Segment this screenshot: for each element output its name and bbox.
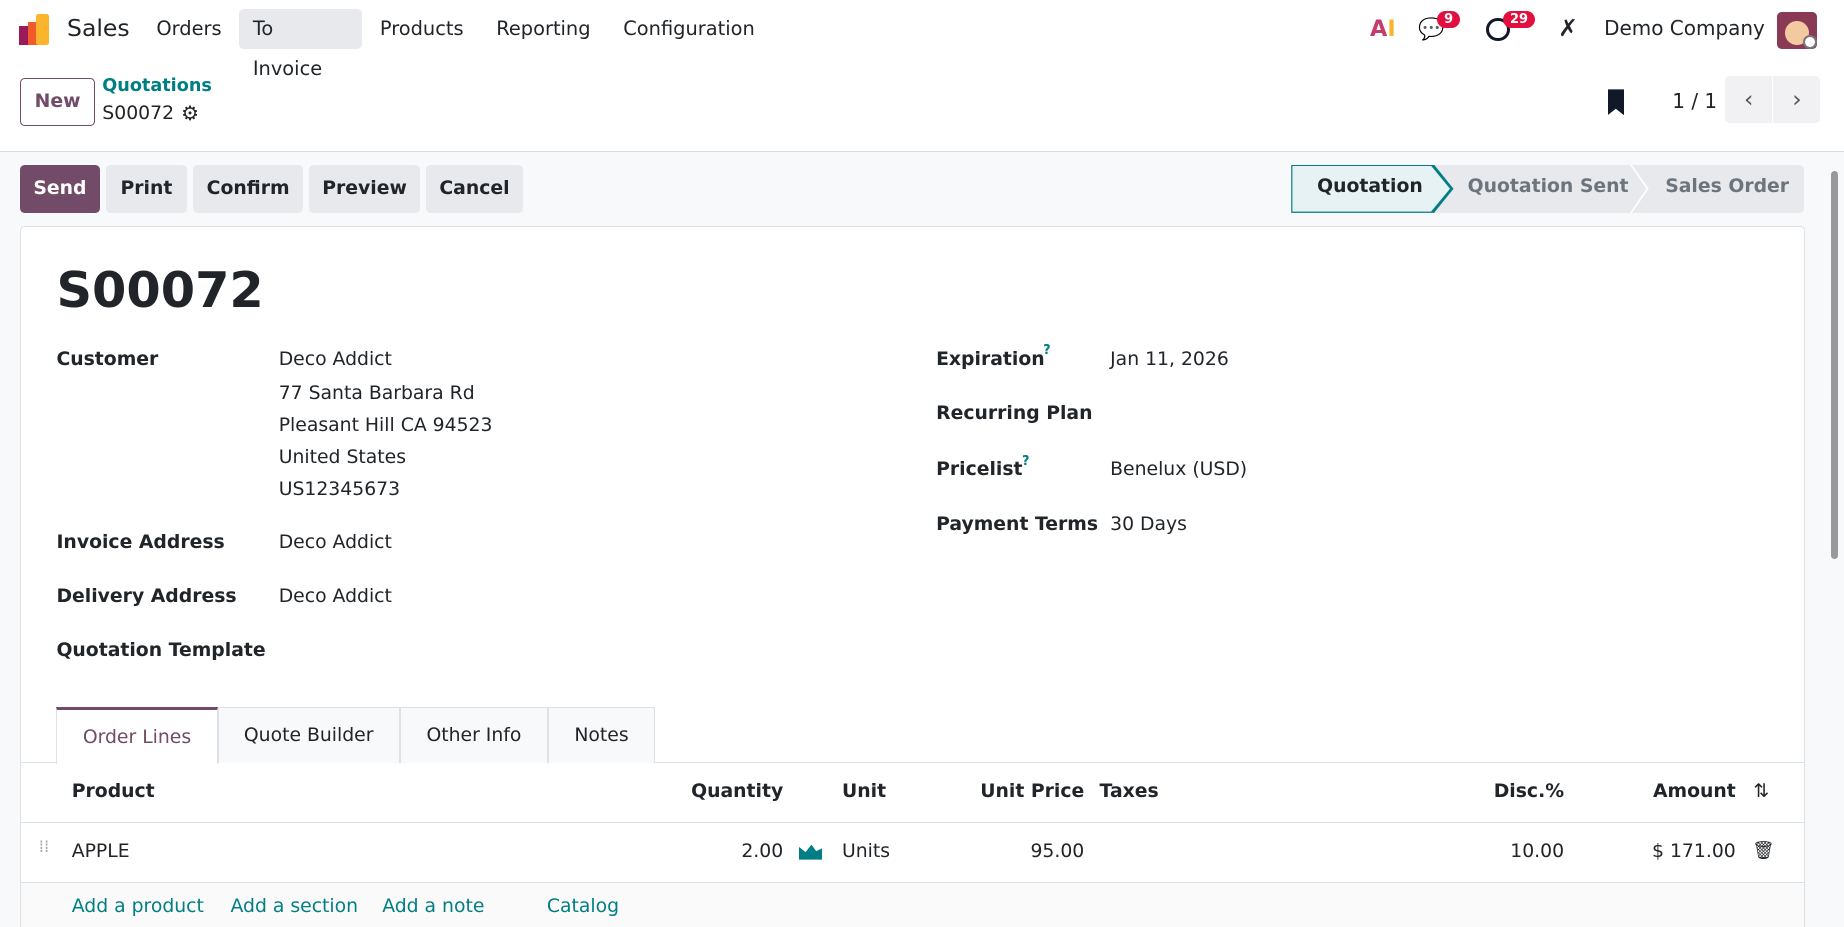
drag-handle-icon[interactable]: ⁞⁞ <box>38 837 50 856</box>
bookmark-icon[interactable] <box>1607 89 1625 116</box>
recurring-plan-label: Recurring Plan <box>936 403 1093 425</box>
sales-app-logo-icon[interactable] <box>18 14 52 47</box>
cell-product[interactable]: APPLE <box>71 841 130 863</box>
column-taxes[interactable]: Taxes <box>1099 781 1159 803</box>
tab-quote-builder[interactable]: Quote Builder <box>217 706 400 764</box>
pager-previous-button[interactable]: ‹ <box>1725 76 1773 124</box>
menu-products[interactable]: Products <box>379 17 464 41</box>
cancel-button[interactable]: Cancel <box>425 164 524 213</box>
payment-terms-field[interactable]: 30 Days <box>1110 513 1187 535</box>
cell-discount[interactable]: 10.00 <box>1510 841 1565 863</box>
form-sheet <box>19 225 1806 927</box>
row-divider <box>19 882 1806 884</box>
add-section-link[interactable]: Add a section <box>230 896 359 918</box>
cell-quantity[interactable]: 2.00 <box>741 841 784 863</box>
customer-street: 77 Santa Barbara Rd <box>278 383 475 405</box>
stage-quotation-sent[interactable]: Quotation Sent <box>1467 176 1629 198</box>
header-divider <box>19 822 1806 824</box>
user-avatar[interactable] <box>1776 11 1817 50</box>
menu-to-invoice[interactable]: To Invoice <box>238 9 363 80</box>
activities-clock-icon[interactable] <box>1486 17 1510 42</box>
tab-notes[interactable]: Notes <box>548 706 656 764</box>
top-navbar: Sales Orders To Invoice Products Reporti… <box>0 0 1844 80</box>
delete-line-trash-icon[interactable]: 🗑 <box>1752 840 1775 861</box>
pricelist-field[interactable]: Benelux (USD) <box>1110 458 1248 480</box>
column-quantity[interactable]: Quantity <box>691 781 784 803</box>
tab-other-info[interactable]: Other Info <box>399 706 548 764</box>
send-button[interactable]: Send <box>19 164 100 213</box>
quotation-template-label: Quotation Template <box>56 639 266 661</box>
delivery-address-label: Delivery Address <box>56 585 237 607</box>
expiration-field[interactable]: Jan 11, 2026 <box>1110 349 1229 371</box>
record-title: S00072 <box>56 261 264 320</box>
invoice-address-field[interactable]: Deco Addict <box>278 531 392 553</box>
activities-badge: 29 <box>1502 10 1535 28</box>
menu-configuration[interactable]: Configuration <box>623 17 755 41</box>
table-row[interactable]: ⁞⁞ <box>20 823 1805 882</box>
tabs-divider <box>19 762 1806 764</box>
column-discount[interactable]: Disc.% <box>1493 781 1565 803</box>
catalog-link[interactable]: Catalog <box>546 896 620 918</box>
add-line-area <box>21 883 1804 927</box>
customer-label: Customer <box>56 349 159 371</box>
cell-unit-price[interactable]: 95.00 <box>1030 841 1085 863</box>
stage-quotation[interactable]: Quotation <box>1291 164 1454 213</box>
customer-vat: US12345673 <box>278 478 401 500</box>
ai-icon[interactable]: AI <box>1370 16 1396 43</box>
tab-order-lines[interactable]: Order Lines <box>56 706 218 765</box>
pager-next-button[interactable]: › <box>1773 76 1821 124</box>
expiration-help-icon[interactable]: ? <box>1043 343 1051 359</box>
scrollbar[interactable] <box>1825 151 1844 927</box>
menu-reporting[interactable]: Reporting <box>496 17 591 41</box>
cell-unit[interactable]: Units <box>842 841 891 863</box>
column-unit-price[interactable]: Unit Price <box>980 781 1085 803</box>
optional-columns-icon[interactable]: ⇅ <box>1753 780 1770 802</box>
pricelist-help-icon[interactable]: ? <box>1021 453 1030 469</box>
messages-badge: 9 <box>1437 10 1461 28</box>
column-unit[interactable]: Unit <box>842 781 887 803</box>
preview-button[interactable]: Preview <box>309 164 420 213</box>
column-product[interactable]: Product <box>71 781 155 803</box>
print-button[interactable]: Print <box>105 164 187 213</box>
column-amount[interactable]: Amount <box>1652 781 1736 803</box>
customer-name[interactable]: Deco Addict <box>278 349 392 371</box>
confirm-button[interactable]: Confirm <box>192 164 304 213</box>
add-product-link[interactable]: Add a product <box>71 896 204 918</box>
stage-sales-order[interactable]: Sales Order <box>1665 176 1790 198</box>
pricelist-label: Pricelist <box>936 458 1023 480</box>
customer-city: Pleasant Hill CA 94523 <box>278 415 493 437</box>
breadcrumb-quotations[interactable]: Quotations <box>102 76 212 97</box>
company-switcher[interactable]: Demo Company <box>1604 16 1765 41</box>
app-name[interactable]: Sales <box>67 14 130 43</box>
add-note-link[interactable]: Add a note <box>382 896 485 918</box>
expiration-label: Expiration <box>936 349 1045 371</box>
gear-icon[interactable]: ⚙ <box>181 101 200 126</box>
customer-country: United States <box>278 446 406 468</box>
tools-icon[interactable]: ✗ <box>1558 14 1578 43</box>
delivery-address-field[interactable]: Deco Addict <box>278 585 392 607</box>
cell-amount: $ 171.00 <box>1652 841 1736 863</box>
breadcrumb-current: S00072 <box>102 103 175 125</box>
invoice-address-label: Invoice Address <box>56 531 225 553</box>
new-button[interactable]: New <box>19 77 96 126</box>
menu-orders[interactable]: Orders <box>156 17 222 41</box>
payment-terms-label: Payment Terms <box>936 513 1099 535</box>
pager-value[interactable]: 1 / 1 <box>1672 89 1718 114</box>
